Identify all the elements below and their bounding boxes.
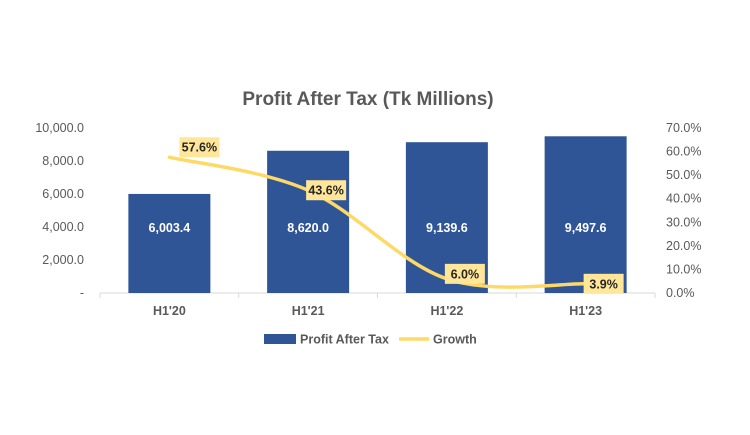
growth-value-label: 3.9% bbox=[589, 277, 618, 291]
y-right-tick-label: 10.0% bbox=[666, 262, 701, 276]
growth-label-box bbox=[583, 273, 624, 294]
bar-profit-after-tax bbox=[544, 136, 627, 293]
x-category-label: H1'21 bbox=[292, 304, 325, 318]
growth-series-line bbox=[167, 155, 588, 289]
bar-value-label: 9,497.6 bbox=[565, 221, 607, 235]
x-category-label: H1'22 bbox=[430, 304, 463, 318]
axes: - 2,000.0 4,000.0 6,000.0 8,000.0 10,000.0 0.0… bbox=[35, 121, 701, 318]
y-left-tick-label: 6,000.0 bbox=[42, 187, 84, 201]
bar-value-label: 9,139.6 bbox=[426, 221, 468, 235]
bar-value-label: 6,003.4 bbox=[149, 221, 191, 235]
legend-label-growth: Growth bbox=[433, 333, 477, 347]
y-right-tick-label: 30.0% bbox=[666, 215, 701, 229]
growth-value-label: 57.6% bbox=[182, 141, 217, 155]
legend-swatch-profit-after-tax bbox=[264, 334, 296, 344]
y-left-tick-label: 8,000.0 bbox=[42, 154, 84, 168]
bar-value-label: 8,620.0 bbox=[287, 221, 329, 235]
y-right-tick-label: 70.0% bbox=[666, 121, 701, 135]
y-right-tick-label: 60.0% bbox=[666, 145, 701, 159]
bar-profit-after-tax bbox=[267, 150, 350, 293]
data-labels: 6,003.4 8,620.0 9,139.6 9,497.6 57.6% 43.6% 6.… bbox=[149, 137, 624, 294]
y-right-tick-label: 40.0% bbox=[666, 192, 701, 206]
growth-line bbox=[167, 155, 588, 289]
growth-label-box bbox=[306, 180, 347, 201]
bar-profit-after-tax bbox=[128, 193, 211, 293]
x-category-label: H1'23 bbox=[569, 304, 602, 318]
growth-value-label: 43.6% bbox=[308, 184, 343, 198]
bars bbox=[128, 136, 627, 293]
y-right-tick-label: 20.0% bbox=[666, 239, 701, 253]
y-left-tick-label: 10,000.0 bbox=[35, 121, 84, 135]
legend: Profit After Tax Growth bbox=[264, 333, 477, 347]
growth-label-box bbox=[444, 263, 485, 284]
y-right-tick-label: 0.0% bbox=[666, 286, 695, 300]
chart-title: Profit After Tax (Tk Millions) bbox=[242, 89, 493, 110]
growth-label-box bbox=[179, 137, 220, 158]
y-right-tick-label: 50.0% bbox=[666, 168, 701, 182]
y-left-tick-label: 4,000.0 bbox=[42, 220, 84, 234]
legend-label-profit-after-tax: Profit After Tax bbox=[300, 333, 389, 347]
y-left-tick-label: 2,000.0 bbox=[42, 253, 84, 267]
x-category-label: H1'20 bbox=[153, 304, 186, 318]
y-left-tick-label: - bbox=[80, 286, 84, 300]
growth-value-label: 6.0% bbox=[451, 267, 480, 281]
